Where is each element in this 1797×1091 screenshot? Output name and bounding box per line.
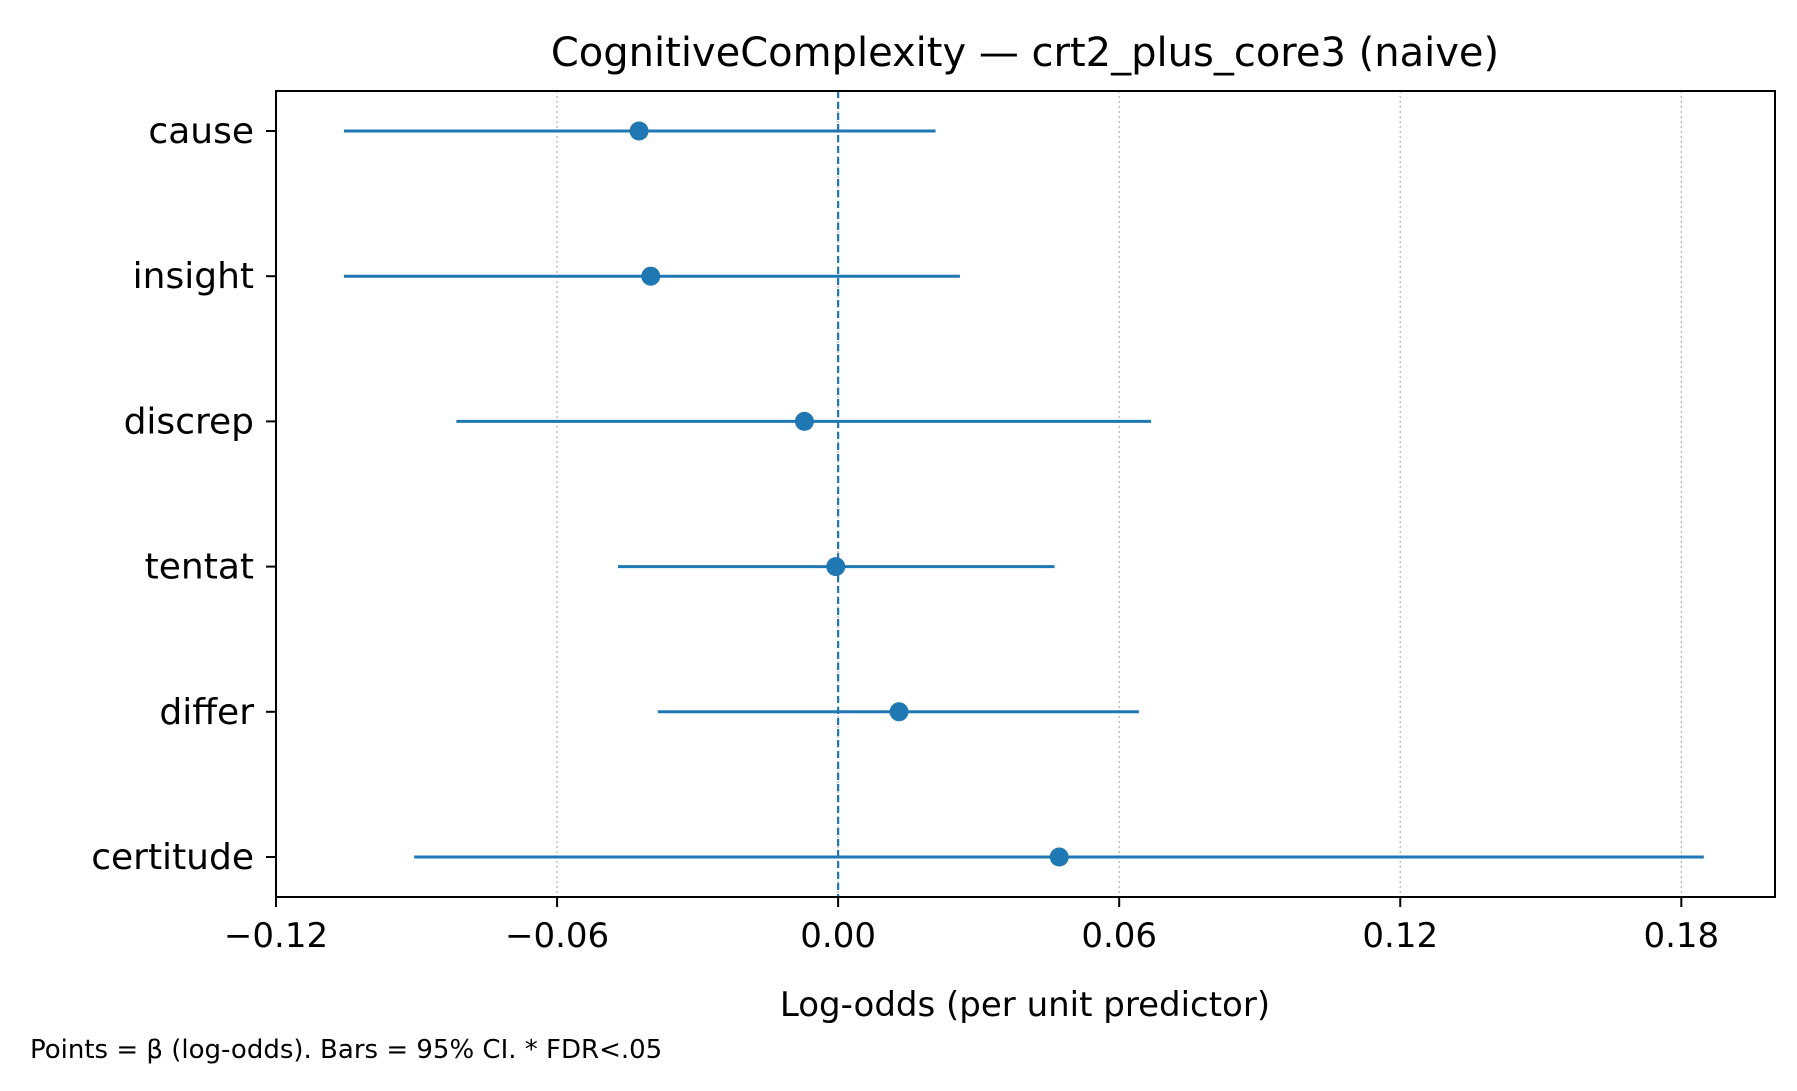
footnote: Points = β (log-odds). Bars = 95% CI. * …	[30, 1035, 662, 1065]
estimate-points	[629, 121, 1069, 867]
x-tick-label: 0.18	[1643, 916, 1719, 956]
x-tick-label: 0.06	[1081, 916, 1157, 956]
x-tick-label: −0.12	[224, 916, 328, 956]
grid-lines	[275, 91, 1682, 897]
estimate-point-discrep	[794, 411, 814, 431]
chart-title: CognitiveComplexity — crt2_plus_core3 (n…	[551, 30, 1499, 76]
y-tick-label: discrep	[124, 401, 254, 442]
x-tick-label: 0.00	[800, 916, 876, 956]
x-axis-label: Log-odds (per unit predictor)	[780, 985, 1270, 1025]
y-tick-label: insight	[133, 256, 254, 297]
y-tick-label: differ	[159, 692, 254, 733]
estimate-point-tentat	[826, 557, 846, 577]
y-tick-label: certitude	[91, 837, 254, 878]
x-axis-ticks: −0.12 −0.06 0.00 0.06 0.12 0.18	[224, 897, 1719, 956]
estimate-point-certitude	[1049, 847, 1069, 867]
ci-bars	[343, 129, 1704, 859]
y-tick-label: tentat	[145, 547, 254, 588]
estimate-point-cause	[629, 121, 649, 141]
x-tick-label: −0.06	[505, 916, 609, 956]
y-tick-label: cause	[148, 111, 254, 152]
y-axis-ticks: cause insight discrep tentat differ certitude	[91, 111, 276, 878]
plot-area-frame	[275, 90, 1776, 898]
estimate-point-insight	[641, 266, 661, 286]
estimate-point-differ	[889, 702, 909, 722]
x-tick-label: 0.12	[1362, 916, 1438, 956]
